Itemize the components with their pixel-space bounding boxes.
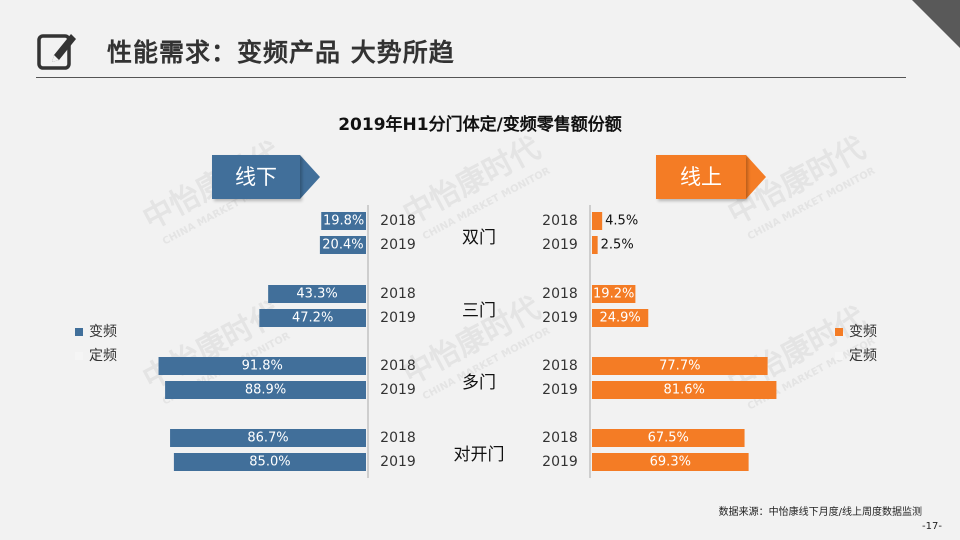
bar-label-online: 19.2%: [593, 287, 634, 302]
bar-online-2019: [592, 236, 598, 254]
legend-label: 定频: [89, 348, 117, 364]
year-label-online: 2018: [542, 430, 578, 446]
bar-online-2018: [592, 357, 768, 375]
legend-item-fixed: 定频: [835, 344, 877, 368]
bar-online-2018: [592, 285, 636, 303]
year-label-online: 2018: [542, 358, 578, 374]
bar-label-online: 24.9%: [599, 311, 640, 326]
bar-online-2018: [592, 429, 745, 447]
bar-label-offline: 85.0%: [249, 455, 290, 470]
bar-label-online: 77.7%: [659, 359, 700, 374]
bar-label-offline: 43.3%: [296, 287, 337, 302]
title-divider: [36, 77, 906, 78]
legend-label: 定频: [849, 348, 877, 364]
panel-pointer-online: [746, 155, 766, 199]
year-label-offline: 2019: [380, 310, 416, 326]
panel-label-offline: 线下: [212, 155, 300, 199]
bar-offline-2018: [321, 212, 366, 230]
legend-item-fixed: 定频: [75, 344, 117, 368]
bar-offline-2019: [165, 381, 366, 399]
bar-label-online: 4.5%: [605, 214, 638, 229]
legend-swatch-inverter: [835, 328, 843, 336]
legend-swatch-fixed: [835, 352, 843, 360]
bar-label-online: 2.5%: [601, 238, 634, 253]
year-label-offline: 2018: [380, 430, 416, 446]
bar-label-offline: 47.2%: [292, 311, 333, 326]
bar-label-offline: 86.7%: [247, 431, 288, 446]
bar-label-offline: 20.4%: [322, 238, 363, 253]
bar-offline-2018: [268, 285, 366, 303]
category-label: 三门: [462, 301, 496, 321]
category-label: 对开门: [454, 445, 505, 465]
bar-online-2018: [592, 212, 603, 230]
year-label-offline: 2019: [380, 237, 416, 253]
bar-offline-2019: [319, 236, 366, 254]
edit-icon: [37, 34, 76, 70]
panel-pointer-offline: [300, 155, 320, 199]
legend-label: 变频: [89, 324, 117, 340]
legend-offline: 变频 定频: [75, 320, 117, 368]
bar-label-online: 69.3%: [650, 455, 691, 470]
legend-online: 变频 定频: [835, 320, 877, 368]
chart-title: 2019年H1分门体定/变频零售额份额: [338, 115, 622, 135]
year-label-online: 2018: [542, 213, 578, 229]
legend-swatch-fixed: [75, 352, 83, 360]
year-label-offline: 2018: [380, 213, 416, 229]
bar-offline-2019: [173, 453, 366, 471]
source-note: 数据来源：中怡康线下月度/线上周度数据监测: [718, 507, 922, 518]
bar-offline-2018: [170, 429, 366, 447]
bar-offline-2018: [158, 357, 366, 375]
bar-online-2019: [592, 309, 649, 327]
year-label-offline: 2019: [380, 382, 416, 398]
corner-decoration: [912, 0, 960, 48]
category-label: 双门: [462, 228, 496, 248]
legend-label: 变频: [849, 324, 877, 340]
year-label-online: 2019: [542, 237, 578, 253]
bar-label-online: 81.6%: [664, 383, 705, 398]
year-label-online: 2019: [542, 382, 578, 398]
year-label-online: 2019: [542, 454, 578, 470]
legend-swatch-inverter: [75, 328, 83, 336]
bar-online-2019: [592, 381, 777, 399]
panel-label-online: 线上: [656, 155, 746, 199]
bar-label-offline: 91.8%: [242, 359, 283, 374]
year-label-offline: 2018: [380, 286, 416, 302]
bar-label-offline: 88.9%: [245, 383, 286, 398]
year-label-offline: 2019: [380, 454, 416, 470]
bar-offline-2019: [259, 309, 366, 327]
bar-label-online: 67.5%: [648, 431, 689, 446]
bar-label-offline: 19.8%: [323, 214, 364, 229]
year-label-online: 2019: [542, 310, 578, 326]
year-label-offline: 2018: [380, 358, 416, 374]
category-label: 多门: [462, 373, 496, 393]
page-number: -17-: [922, 521, 942, 532]
year-label-online: 2018: [542, 286, 578, 302]
legend-item-inverter: 变频: [835, 320, 877, 344]
page-title: 性能需求：变频产品 大势所趋: [107, 38, 455, 67]
bar-online-2019: [592, 453, 749, 471]
legend-item-inverter: 变频: [75, 320, 117, 344]
